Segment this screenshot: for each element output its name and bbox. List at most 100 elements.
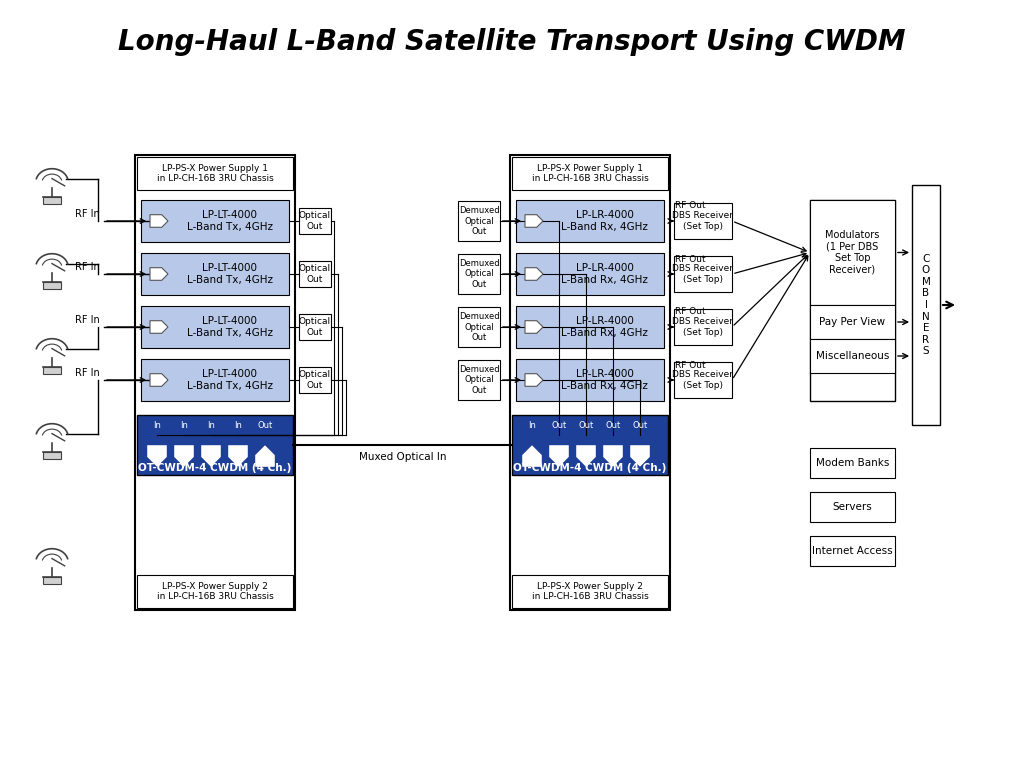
Text: LP-PS-X Power Supply 2
in LP-CH-16B 3RU Chassis: LP-PS-X Power Supply 2 in LP-CH-16B 3RU … <box>531 582 648 601</box>
Bar <box>43 197 61 204</box>
Polygon shape <box>147 445 167 467</box>
Text: Optical
Out: Optical Out <box>299 264 331 283</box>
Bar <box>43 282 61 289</box>
Text: Servers: Servers <box>833 502 872 512</box>
Text: In: In <box>153 421 161 429</box>
Text: Demuxed
Optical
Out: Demuxed Optical Out <box>459 312 500 342</box>
Polygon shape <box>525 374 543 386</box>
Text: LP-LT-4000
L-Band Tx, 4GHz: LP-LT-4000 L-Band Tx, 4GHz <box>186 210 272 232</box>
Polygon shape <box>150 321 168 333</box>
Bar <box>810 200 895 305</box>
Text: LP-LT-4000
L-Band Tx, 4GHz: LP-LT-4000 L-Band Tx, 4GHz <box>186 263 272 285</box>
Text: Miscellaneous: Miscellaneous <box>816 351 889 361</box>
Text: RF In: RF In <box>75 315 100 325</box>
Text: OT-CWDM-4 CWDM (4 Ch.): OT-CWDM-4 CWDM (4 Ch.) <box>138 463 292 473</box>
Polygon shape <box>630 445 650 467</box>
Text: Pay Per View: Pay Per View <box>819 317 886 327</box>
Text: LP-LR-4000
L-Band Rx, 4GHz: LP-LR-4000 L-Band Rx, 4GHz <box>561 263 648 285</box>
Text: Muxed Optical In: Muxed Optical In <box>358 452 446 462</box>
Bar <box>810 200 895 401</box>
Text: Demuxed
Optical
Out: Demuxed Optical Out <box>459 206 500 236</box>
Bar <box>137 157 293 190</box>
Text: Optical
Out: Optical Out <box>299 370 331 389</box>
Bar <box>516 306 664 348</box>
Text: RF Out: RF Out <box>675 201 706 210</box>
Bar <box>512 157 668 190</box>
Polygon shape <box>150 374 168 386</box>
Polygon shape <box>522 445 542 467</box>
Text: In: In <box>234 421 242 429</box>
Polygon shape <box>549 445 569 467</box>
Bar <box>810 448 895 478</box>
Text: LP-LT-4000
L-Band Tx, 4GHz: LP-LT-4000 L-Band Tx, 4GHz <box>186 316 272 338</box>
Bar <box>516 200 664 242</box>
Bar <box>43 452 61 458</box>
Text: Demuxed
Optical
Out: Demuxed Optical Out <box>459 365 500 395</box>
Text: LP-LR-4000
L-Band Rx, 4GHz: LP-LR-4000 L-Band Rx, 4GHz <box>561 369 648 391</box>
Bar <box>299 208 331 234</box>
Bar <box>135 155 295 610</box>
Polygon shape <box>174 445 194 467</box>
Text: LP-PS-X Power Supply 1
in LP-CH-16B 3RU Chassis: LP-PS-X Power Supply 1 in LP-CH-16B 3RU … <box>157 164 273 184</box>
Bar <box>516 359 664 401</box>
Bar <box>516 253 664 295</box>
Text: Optical
Out: Optical Out <box>299 317 331 336</box>
Text: Modem Banks: Modem Banks <box>816 458 889 468</box>
Text: In: In <box>528 421 536 429</box>
Text: LP-LT-4000
L-Band Tx, 4GHz: LP-LT-4000 L-Band Tx, 4GHz <box>186 369 272 391</box>
Text: RF In: RF In <box>75 368 100 378</box>
Text: C
O
M
B
I
N
E
R
S: C O M B I N E R S <box>922 253 931 356</box>
Polygon shape <box>603 445 623 467</box>
Bar <box>810 536 895 566</box>
Bar <box>512 415 668 475</box>
Bar <box>674 256 732 292</box>
Text: RF In: RF In <box>75 209 100 219</box>
Text: OT-CWDM-4 CWDM (4 Ch.): OT-CWDM-4 CWDM (4 Ch.) <box>513 463 667 473</box>
Bar <box>674 309 732 345</box>
Text: RF Out: RF Out <box>675 254 706 263</box>
Bar <box>137 575 293 608</box>
Text: Optical
Out: Optical Out <box>299 211 331 230</box>
Bar <box>299 314 331 340</box>
Bar <box>810 305 895 339</box>
Polygon shape <box>525 321 543 333</box>
Bar <box>299 261 331 287</box>
Text: LP-LR-4000
L-Band Rx, 4GHz: LP-LR-4000 L-Band Rx, 4GHz <box>561 210 648 232</box>
Bar <box>458 201 500 241</box>
Bar <box>458 307 500 347</box>
Bar <box>141 200 289 242</box>
Text: Out: Out <box>579 421 594 429</box>
Text: Out: Out <box>633 421 647 429</box>
Polygon shape <box>255 445 275 467</box>
Text: Out: Out <box>605 421 621 429</box>
Text: Modulators
(1 Per DBS
Set Top
Receiver): Modulators (1 Per DBS Set Top Receiver) <box>825 230 880 275</box>
Bar <box>512 575 668 608</box>
Bar <box>810 492 895 522</box>
Bar <box>458 254 500 294</box>
Text: DBS Receiver
(Set Top): DBS Receiver (Set Top) <box>673 370 733 389</box>
Text: Out: Out <box>257 421 272 429</box>
Text: DBS Receiver
(Set Top): DBS Receiver (Set Top) <box>673 264 733 283</box>
Bar <box>299 367 331 393</box>
Text: Internet Access: Internet Access <box>812 546 893 556</box>
Bar <box>510 155 670 610</box>
Polygon shape <box>150 215 168 227</box>
Text: DBS Receiver
(Set Top): DBS Receiver (Set Top) <box>673 317 733 336</box>
Text: RF Out: RF Out <box>675 307 706 316</box>
Text: Out: Out <box>551 421 566 429</box>
Bar <box>43 366 61 374</box>
Polygon shape <box>201 445 221 467</box>
Text: LP-PS-X Power Supply 2
in LP-CH-16B 3RU Chassis: LP-PS-X Power Supply 2 in LP-CH-16B 3RU … <box>157 582 273 601</box>
Polygon shape <box>525 215 543 227</box>
Text: In: In <box>207 421 215 429</box>
Bar <box>141 359 289 401</box>
Text: LP-LR-4000
L-Band Rx, 4GHz: LP-LR-4000 L-Band Rx, 4GHz <box>561 316 648 338</box>
Bar <box>674 362 732 398</box>
Text: DBS Receiver
(Set Top): DBS Receiver (Set Top) <box>673 211 733 230</box>
Bar <box>458 360 500 400</box>
Polygon shape <box>525 268 543 280</box>
Polygon shape <box>228 445 248 467</box>
Bar <box>810 339 895 373</box>
Bar <box>141 306 289 348</box>
Bar <box>137 415 293 475</box>
